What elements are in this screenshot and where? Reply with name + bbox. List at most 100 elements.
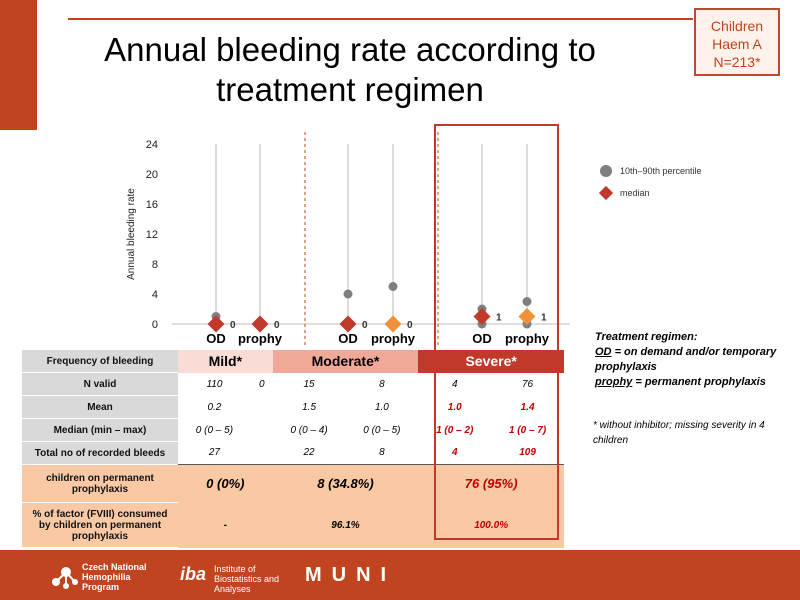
severe-highlight-box — [434, 124, 559, 540]
badge-line-3: N=213* — [713, 54, 761, 70]
y-tick-label: 8 — [152, 259, 158, 271]
legend-median-label: median — [620, 188, 650, 198]
median-diamond — [473, 308, 491, 325]
y-tick-label: 20 — [146, 169, 158, 181]
y-tick-label: 16 — [146, 199, 158, 211]
cell: 76 (95%) — [418, 464, 564, 503]
row-label: Median (min – max) — [22, 418, 178, 442]
group-severe: Severe* — [418, 350, 564, 373]
y-axis-label: Annual bleeding rate — [126, 188, 137, 280]
od-text: = on demand and/or temporary prophylaxis — [595, 346, 777, 373]
slide-title: Annual bleeding rate according to treatm… — [104, 31, 596, 108]
badge-line-1: Children — [710, 18, 764, 34]
median-diamond — [207, 315, 225, 333]
legend-median: median — [598, 182, 702, 204]
table-row: Mean 0.2 1.5 1.0 1.0 1.4 — [22, 395, 564, 419]
row-label: Mean — [22, 395, 178, 419]
x-category-label: prophy — [238, 331, 283, 346]
corner-accent — [0, 0, 37, 130]
cell: 1.5 — [302, 401, 317, 413]
percentile-90-dot — [388, 282, 398, 291]
cell: 0 (0 – 4) — [290, 424, 328, 436]
cell: 22 — [272, 441, 346, 465]
cell: 8 — [379, 378, 385, 390]
x-category-label: OD — [472, 331, 492, 346]
x-category-label: prophy — [505, 331, 550, 346]
footnote: * without inhibitor; missing severity in… — [593, 420, 765, 446]
percentile-90-dot — [522, 297, 532, 306]
median-value-label: 0 — [407, 320, 413, 331]
median-diamond — [339, 315, 357, 333]
cell: 1 (0 – 7) — [508, 424, 547, 436]
group-mild: Mild* — [178, 350, 273, 373]
cell: 0 (0%) — [178, 464, 273, 503]
iba-logo: Institute of Biostatistics and Analyses — [214, 564, 280, 594]
x-category-label: prophy — [371, 331, 416, 346]
od-abbr: OD — [595, 346, 612, 358]
cell: 100.0% — [418, 502, 564, 548]
y-tick-label: 12 — [146, 229, 158, 241]
median-value-label: 1 — [496, 313, 502, 324]
median-diamond — [518, 308, 536, 325]
header-label: Frequency of bleeding — [22, 350, 178, 373]
y-tick-label: 24 — [146, 139, 158, 151]
cell: 4 — [418, 441, 492, 465]
cell: 8 — [345, 441, 419, 465]
cell: 15 — [303, 378, 315, 390]
legend-percentile: 10th–90th percentile — [600, 160, 702, 182]
cell — [250, 441, 273, 465]
cell: 8 (34.8%) — [272, 464, 419, 503]
cell: - — [178, 502, 273, 548]
cell: 0 — [258, 378, 265, 390]
row-label: N valid — [22, 372, 178, 396]
regimen-od: OD = on demand and/or temporary prophyla… — [595, 345, 795, 375]
y-tick-label: 0 — [152, 319, 158, 331]
cell: 1.0 — [374, 401, 389, 413]
prophy-abbr: prophy — [595, 376, 633, 388]
y-tick-label: 4 — [152, 289, 158, 301]
row-label: children on permanent prophylaxis — [22, 464, 178, 503]
regimen-heading: Treatment regimen: — [595, 331, 698, 343]
top-rule — [68, 18, 693, 20]
cell — [251, 396, 273, 419]
cell — [251, 419, 273, 442]
table-header-row: Frequency of bleeding Mild* Moderate* Se… — [22, 350, 564, 373]
median-value-label: 0 — [274, 320, 280, 331]
cell: 1 (0 – 2) — [436, 424, 474, 436]
chart-legend: 10th–90th percentile median — [598, 160, 702, 204]
regimen-prophy: prophy = permanent prophylaxis — [595, 375, 795, 390]
x-category-label: OD — [338, 331, 358, 346]
muni-logo: MUNI — [305, 564, 397, 586]
grey-dot-icon — [600, 165, 612, 177]
median-value-label: 0 — [230, 320, 236, 331]
cell: 27 — [178, 441, 251, 465]
iba-logo-mark: iba — [180, 564, 207, 584]
cell: 0.2 — [207, 401, 222, 413]
percentile-90-dot — [343, 289, 353, 299]
badge-line-2: Haem A — [712, 36, 762, 52]
median-diamond — [384, 315, 402, 333]
red-diamond-icon — [598, 185, 614, 201]
cell: 96.1% — [272, 502, 419, 548]
population-badge: Children Haem A N=213* — [694, 8, 780, 76]
table-row: children on permanent prophylaxis 0 (0%)… — [22, 464, 564, 503]
group-moderate: Moderate* — [272, 350, 419, 373]
cell: 1.0 — [447, 401, 462, 413]
cell: 110 — [206, 378, 223, 390]
row-label: % of factor (FVIII) consumed by children… — [22, 502, 178, 548]
regimen-note: Treatment regimen: OD = on demand and/or… — [595, 330, 795, 390]
cell: 109 — [491, 441, 564, 465]
x-category-label: OD — [206, 331, 226, 346]
table-row: N valid 110 0 15 8 4 76 — [22, 372, 564, 396]
hemophilia-program-logo: Czech National Hemophilia Program — [82, 562, 147, 592]
table-row: % of factor (FVIII) consumed by children… — [22, 502, 564, 548]
cell: 0 (0 – 5) — [195, 424, 234, 436]
median-diamond — [251, 315, 269, 333]
frequency-table: Frequency of bleeding Mild* Moderate* Se… — [22, 350, 564, 548]
cell: 76 — [522, 378, 534, 390]
legend-percentile-label: 10th–90th percentile — [620, 166, 702, 176]
cell: 1.4 — [520, 401, 535, 413]
footer-bar: Czech National Hemophilia Program iba In… — [0, 550, 800, 600]
row-label: Total no of recorded bleeds — [22, 441, 178, 465]
